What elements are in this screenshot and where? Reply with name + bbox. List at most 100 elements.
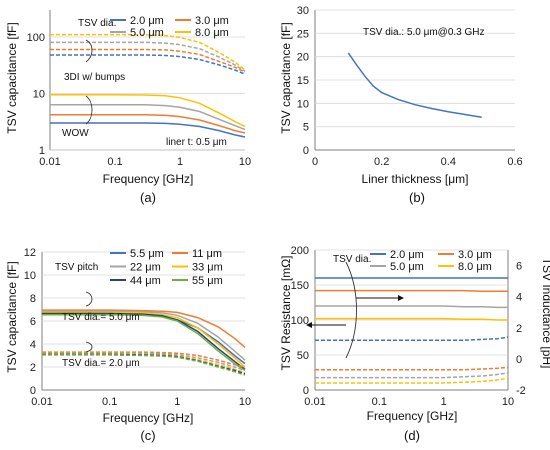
y-tick-label: 150 [291,280,309,292]
x-tick-label: 10 [239,396,251,408]
y-tick-label: 0 [303,145,309,157]
series-line [315,336,509,341]
panel-a: 0.01 0.1 1 10 1 10 100 Frequency [GHz] TSV cap… [5,10,251,205]
x-tick-label: 0.01 [304,396,325,408]
x-tick-label: 0.1 [372,396,387,408]
y-tick-label: 30 [297,5,309,17]
legend-item: 55 μm [192,275,223,287]
arrow-left-head [306,322,312,328]
y-axis-label: TSV Resistance [mΩ] [279,255,293,370]
bracket-wow [85,95,93,125]
gridlines [42,251,245,368]
y-axis-label: TSV capacitance [fF] [5,22,19,133]
y2-tick-label: 0 [516,354,522,366]
y-tick-label: 2 [30,362,36,374]
y2-tick-label: -2 [516,385,526,397]
y-tick-label: 1 [39,145,45,157]
y-tick-label: 20 [297,52,309,64]
x-axis-label: Frequency [GHz] [103,411,194,425]
y2-axis-label: TSV Inductance [pH] [540,258,550,369]
legend-item: 3.0 μm [458,249,492,261]
y-tick-label: 100 [291,315,309,327]
legend: 2.0 μm 3.0 μm 5.0 μm 8.0 μm [110,15,229,39]
y-tick-label: 10 [297,98,309,110]
series-lines [347,52,482,119]
series-line [50,104,246,131]
caption-d: (d) [404,428,420,443]
legend-title: TSV dia. [78,18,116,29]
y2-tick-label: 4 [516,292,522,304]
series-line [347,52,482,119]
y-tick-label: 100 [27,32,45,44]
x-axis-label: Frequency [GHz] [367,409,458,423]
y-tick-label: 15 [297,75,309,87]
series-line [42,313,246,372]
legend-item: 2.0 μm [130,15,164,27]
y-tick-label: 12 [24,247,36,259]
annotation-dia-5: TSV dia.= 5.0 μm [62,312,140,323]
x-tick-label: 0.01 [31,396,52,408]
panel-c: 0.01 0.1 1 10 0 2 4 6 8 10 12 Frequency [GHz] TSV … [5,247,251,443]
x-axis-label: Frequency [GHz] [103,172,194,186]
series-line [42,309,246,348]
series-line [315,289,508,293]
legend-item: 5.0 μm [130,27,164,39]
legend-item: 22 μm [130,262,161,274]
series-line [50,41,246,72]
y2-tick-label: 2 [516,323,522,335]
legend-item: 33 μm [192,262,223,274]
y-tick-label: 0 [303,385,309,397]
series-line [315,377,509,384]
legend: 5.5 μm 11 μm 22 μm 33 μm 44 μm 55 μm [110,248,223,287]
legend-item: 3.0 μm [195,15,229,27]
gridlines [315,9,515,128]
gridlines [50,36,245,151]
x-tick-label: 0.1 [107,156,122,168]
series-line [42,354,246,376]
arrow-right-head [398,295,404,301]
legend-item: 2.0 μm [390,249,424,261]
y-tick-label: 0 [30,385,36,397]
series-line [42,312,246,370]
y-axis-label: TSV capacitance [fF] [279,22,293,133]
legend-item: 8.0 μm [195,27,229,39]
y-tick-label: 10 [33,88,45,100]
legend-item: 5.5 μm [130,248,164,260]
caption-b: (b) [409,190,425,205]
annotation-liner: liner t: 0.5 μm [166,137,227,148]
legend-item: 8.0 μm [458,261,492,273]
x-tick-label: 10 [502,396,514,408]
series-line [50,122,246,138]
series-lines [315,277,509,384]
annotation-dia-2: TSV dia.= 2.0 μm [62,358,140,369]
legend-item: 44 μm [130,275,161,287]
y-tick-label: 10 [24,270,36,282]
x-tick-label: 0.6 [507,156,522,168]
y-tick-label: 200 [291,245,309,257]
x-tick-label: 10 [239,156,251,168]
x-tick-label: 1 [441,396,447,408]
series-line [315,317,508,321]
series-lines [42,309,246,376]
x-tick-label: 0.1 [102,396,117,408]
legend: 2.0 μm 3.0 μm 5.0 μm 8.0 μm [370,249,492,273]
series-line [315,372,509,379]
y-tick-label: 6 [30,316,36,328]
caption-c: (c) [140,428,155,443]
y-axis-label: TSV capacitance [fF] [5,261,19,372]
tick-labels: 0 0.2 0.4 0.6 0 5 10 15 20 25 30 [297,5,523,168]
y-tick-label: 8 [30,293,36,305]
bracket-dia-2 [85,341,93,353]
bracket-d [345,261,357,359]
x-tick-label: 0 [312,156,318,168]
series-line [50,33,246,71]
tick-labels: 0.01 0.1 1 10 0 2 4 6 8 10 12 [24,247,251,408]
y-tick-label: 25 [297,28,309,40]
series-line [42,310,246,361]
series-line [50,54,246,75]
series-line [42,351,246,368]
annotation-wow: WOW [62,128,89,139]
legend-item: 11 μm [192,248,222,260]
